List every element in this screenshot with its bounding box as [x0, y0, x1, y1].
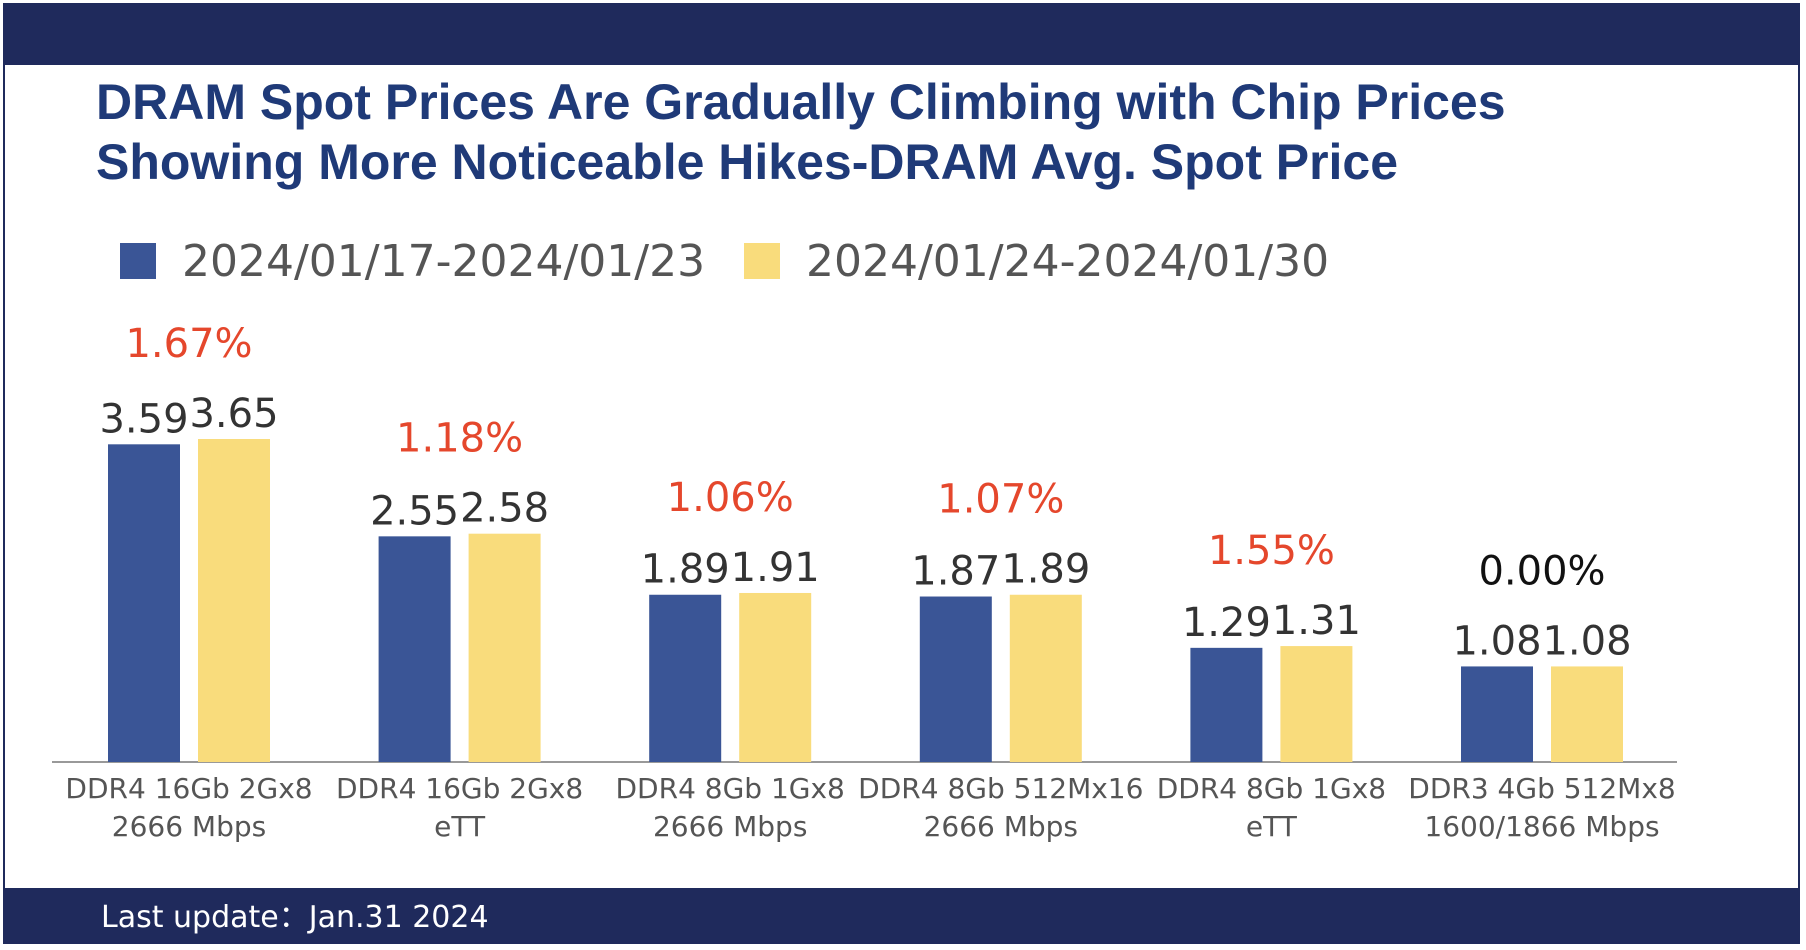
- value-label-2-cat-2: 2.58: [460, 486, 549, 532]
- chart-frame: [3, 3, 1800, 944]
- footer-bar: Last update：Jan.31 2024: [3, 888, 1800, 944]
- change-label-cat-6: 0.00%: [1478, 548, 1605, 594]
- chart-title-line-1: DRAM Spot Prices Are Gradually Climbing …: [96, 74, 1506, 130]
- value-label-1-cat-5: 1.29: [1182, 600, 1271, 646]
- category-label-5-line-1: DDR4 8Gb 1Gx8: [1157, 772, 1386, 805]
- change-label-cat-5: 1.55%: [1208, 528, 1335, 574]
- bar-2-cat-4: [1009, 594, 1082, 762]
- legend-swatch-series-1: [120, 243, 156, 279]
- category-label-2-line-2: eTT: [434, 810, 486, 843]
- value-label-2-cat-5: 1.31: [1272, 598, 1361, 644]
- legend-swatch-series-2: [744, 243, 780, 279]
- bar-1-cat-2: [378, 536, 451, 762]
- value-label-1-cat-4: 1.87: [911, 549, 1000, 595]
- chart-title-line-2: Showing More Noticeable Hikes-DRAM Avg. …: [96, 134, 1399, 190]
- category-label-6-line-2: 1600/1866 Mbps: [1424, 810, 1659, 843]
- bar-1-cat-1: [108, 444, 180, 762]
- category-label-3-line-2: 2666 Mbps: [653, 810, 807, 843]
- value-label-2-cat-4: 1.89: [1001, 547, 1090, 593]
- category-label-5-line-2: eTT: [1246, 810, 1298, 843]
- value-label-2-cat-3: 1.91: [731, 545, 820, 591]
- value-label-1-cat-6: 1.08: [1452, 618, 1541, 664]
- category-label-2-line-1: DDR4 16Gb 2Gx8: [336, 772, 583, 805]
- top-banner: [3, 3, 1800, 65]
- bar-1-cat-5: [1190, 647, 1263, 762]
- legend-item-series-2: 2024/01/24-2024/01/30: [744, 235, 1330, 287]
- legend-label-series-1: 2024/01/17-2024/01/23: [182, 235, 706, 287]
- category-label-1-line-2: 2666 Mbps: [112, 810, 266, 843]
- category-label-3-line-1: DDR4 8Gb 1Gx8: [616, 772, 845, 805]
- value-label-1-cat-1: 3.59: [99, 396, 188, 442]
- bar-2-cat-3: [739, 592, 812, 762]
- category-label-1-line-1: DDR4 16Gb 2Gx8: [65, 772, 312, 805]
- bar-1-cat-4: [919, 596, 992, 762]
- change-label-cat-1: 1.67%: [125, 321, 252, 367]
- value-label-2-cat-6: 1.08: [1542, 618, 1631, 664]
- change-label-cat-3: 1.06%: [667, 475, 794, 521]
- bar-2-cat-6: [1551, 666, 1623, 762]
- bar-2-cat-2: [468, 533, 541, 762]
- legend-item-series-1: 2024/01/17-2024/01/23: [120, 235, 706, 287]
- chart-title: DRAM Spot Prices Are Gradually Climbing …: [96, 72, 1716, 192]
- bar-2-cat-1: [198, 439, 270, 762]
- last-update-text: Last update：Jan.31 2024: [101, 900, 489, 935]
- value-label-1-cat-3: 1.89: [641, 547, 730, 593]
- change-label-cat-2: 1.18%: [396, 416, 523, 462]
- legend-label-series-2: 2024/01/24-2024/01/30: [806, 235, 1330, 287]
- category-label-6-line-1: DDR3 4Gb 512Mx8: [1408, 772, 1675, 805]
- change-label-cat-4: 1.07%: [937, 477, 1064, 523]
- value-label-1-cat-2: 2.55: [370, 488, 459, 534]
- bar-1-cat-3: [649, 594, 722, 762]
- bar-1-cat-6: [1461, 666, 1533, 762]
- category-label-4-line-2: 2666 Mbps: [924, 810, 1078, 843]
- value-label-2-cat-1: 3.65: [189, 391, 278, 437]
- category-label-4-line-1: DDR4 8Gb 512Mx16: [858, 772, 1143, 805]
- bar-2-cat-5: [1280, 646, 1353, 762]
